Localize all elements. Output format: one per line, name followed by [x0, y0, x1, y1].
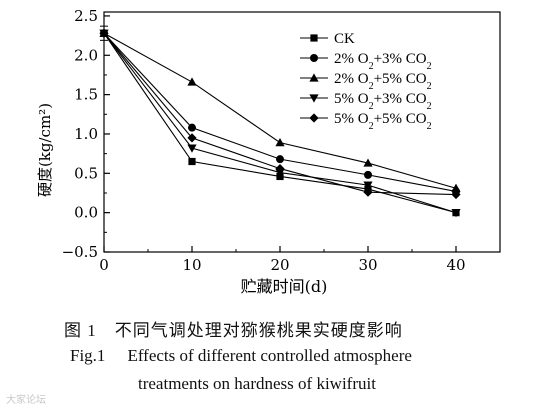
y-tick-label: 0.5	[74, 164, 98, 182]
watermark: 大家论坛	[6, 395, 46, 406]
legend-marker	[310, 34, 318, 42]
figure-caption-english-line1: Fig.1 Effects of different controlled atm…	[70, 346, 412, 366]
caption-cn-number: 图 1	[64, 321, 97, 340]
legend-item-1: CK	[300, 31, 355, 47]
plot-frame	[103, 11, 501, 253]
x-tick-label: 40	[446, 256, 465, 274]
y-axis-label: 硬度(kg/cm²)	[36, 103, 54, 197]
figure-caption-english-line2: treatments on hardness of kiwifruit	[138, 374, 376, 394]
hardness-line-chart: 0 10 20 30 40 −0.5 0.0 0.5 1.0 1.5 2.0 2.5 CK 2% O2+…	[36, 7, 501, 296]
data-point	[275, 138, 285, 147]
legend-label: 2% O2+3% CO2	[334, 51, 432, 72]
data-point	[363, 158, 373, 167]
data-point	[188, 123, 196, 132]
legend-label: 5% O2+5% CO2	[334, 111, 432, 132]
caption-en-number: Fig.1	[70, 346, 106, 365]
legend-item-4: 5% O2+3% CO2	[300, 91, 432, 112]
data-point	[364, 170, 372, 179]
data-point	[188, 157, 196, 166]
data-point	[187, 144, 197, 153]
data-point	[363, 187, 373, 197]
figure-caption-chinese: 图 1 不同气调处理对猕猴桃果实硬度影响	[64, 316, 403, 341]
data-point	[363, 181, 373, 190]
legend-item-3: 2% O2+5% CO2	[300, 71, 432, 92]
y-tick-label: 1.5	[74, 86, 98, 104]
data-point	[187, 133, 197, 143]
legend-marker	[310, 54, 318, 62]
legend-marker	[309, 113, 319, 123]
data-point	[451, 189, 461, 200]
legend-item-2: 2% O2+3% CO2	[300, 51, 432, 72]
data-point	[187, 77, 197, 86]
y-tick-label: 0.0	[74, 204, 98, 222]
caption-cn-text: 不同气调处理对猕猴桃果实硬度影响	[114, 321, 403, 340]
y-tick-label: 2.5	[74, 7, 98, 25]
y-tick-label: 2.0	[74, 46, 98, 64]
x-tick-label: 20	[270, 256, 289, 274]
data-point	[275, 163, 285, 174]
series-layer	[99, 28, 461, 218]
y-tick-label: 1.0	[74, 125, 98, 143]
legend-label: 2% O2+5% CO2	[334, 71, 432, 92]
data-point	[99, 28, 109, 38]
legend-label: 5% O2+3% CO2	[334, 91, 432, 112]
series-5	[99, 28, 461, 200]
data-point	[451, 183, 461, 192]
caption-en-text-2: treatments on hardness of kiwifruit	[138, 374, 376, 393]
x-tick-label: 10	[182, 256, 201, 274]
x-tick-label: 0	[99, 256, 109, 274]
x-axis-label: 贮藏时间(d)	[241, 277, 328, 296]
y-tick-label: −0.5	[62, 243, 98, 261]
data-point	[451, 209, 461, 218]
legend-item-5: 5% O2+5% CO2	[300, 111, 432, 132]
x-tick-label: 30	[358, 256, 377, 274]
legend-marker	[309, 73, 319, 82]
axes: 0 10 20 30 40 −0.5 0.0 0.5 1.0 1.5 2.0 2.5	[62, 7, 501, 274]
data-point	[276, 155, 284, 164]
legend-marker	[309, 94, 319, 103]
legend-label: CK	[334, 31, 355, 47]
caption-en-text-1: Effects of different controlled atmosphe…	[127, 346, 412, 365]
